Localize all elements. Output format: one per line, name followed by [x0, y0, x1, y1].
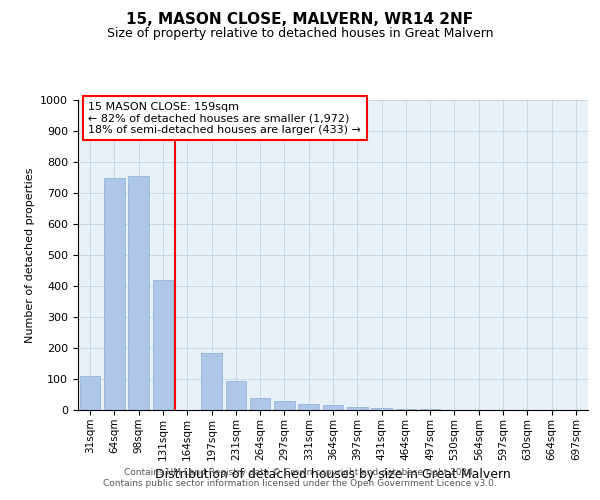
- Bar: [371, 408, 392, 410]
- Bar: [250, 398, 271, 410]
- Text: 15 MASON CLOSE: 159sqm
← 82% of detached houses are smaller (1,972)
18% of semi-: 15 MASON CLOSE: 159sqm ← 82% of detached…: [88, 102, 361, 134]
- Bar: [226, 380, 246, 410]
- Bar: [128, 176, 149, 410]
- Bar: [201, 352, 222, 410]
- Bar: [80, 376, 100, 410]
- Bar: [323, 406, 343, 410]
- Text: 15, MASON CLOSE, MALVERN, WR14 2NF: 15, MASON CLOSE, MALVERN, WR14 2NF: [127, 12, 473, 28]
- X-axis label: Distribution of detached houses by size in Great Malvern: Distribution of detached houses by size …: [155, 468, 511, 481]
- Bar: [395, 409, 416, 410]
- Bar: [274, 400, 295, 410]
- Bar: [298, 404, 319, 410]
- Text: Contains HM Land Registry data © Crown copyright and database right 2024.
Contai: Contains HM Land Registry data © Crown c…: [103, 468, 497, 487]
- Bar: [104, 178, 125, 410]
- Bar: [152, 280, 173, 410]
- Y-axis label: Number of detached properties: Number of detached properties: [25, 168, 35, 342]
- Text: Size of property relative to detached houses in Great Malvern: Size of property relative to detached ho…: [107, 28, 493, 40]
- Bar: [347, 407, 368, 410]
